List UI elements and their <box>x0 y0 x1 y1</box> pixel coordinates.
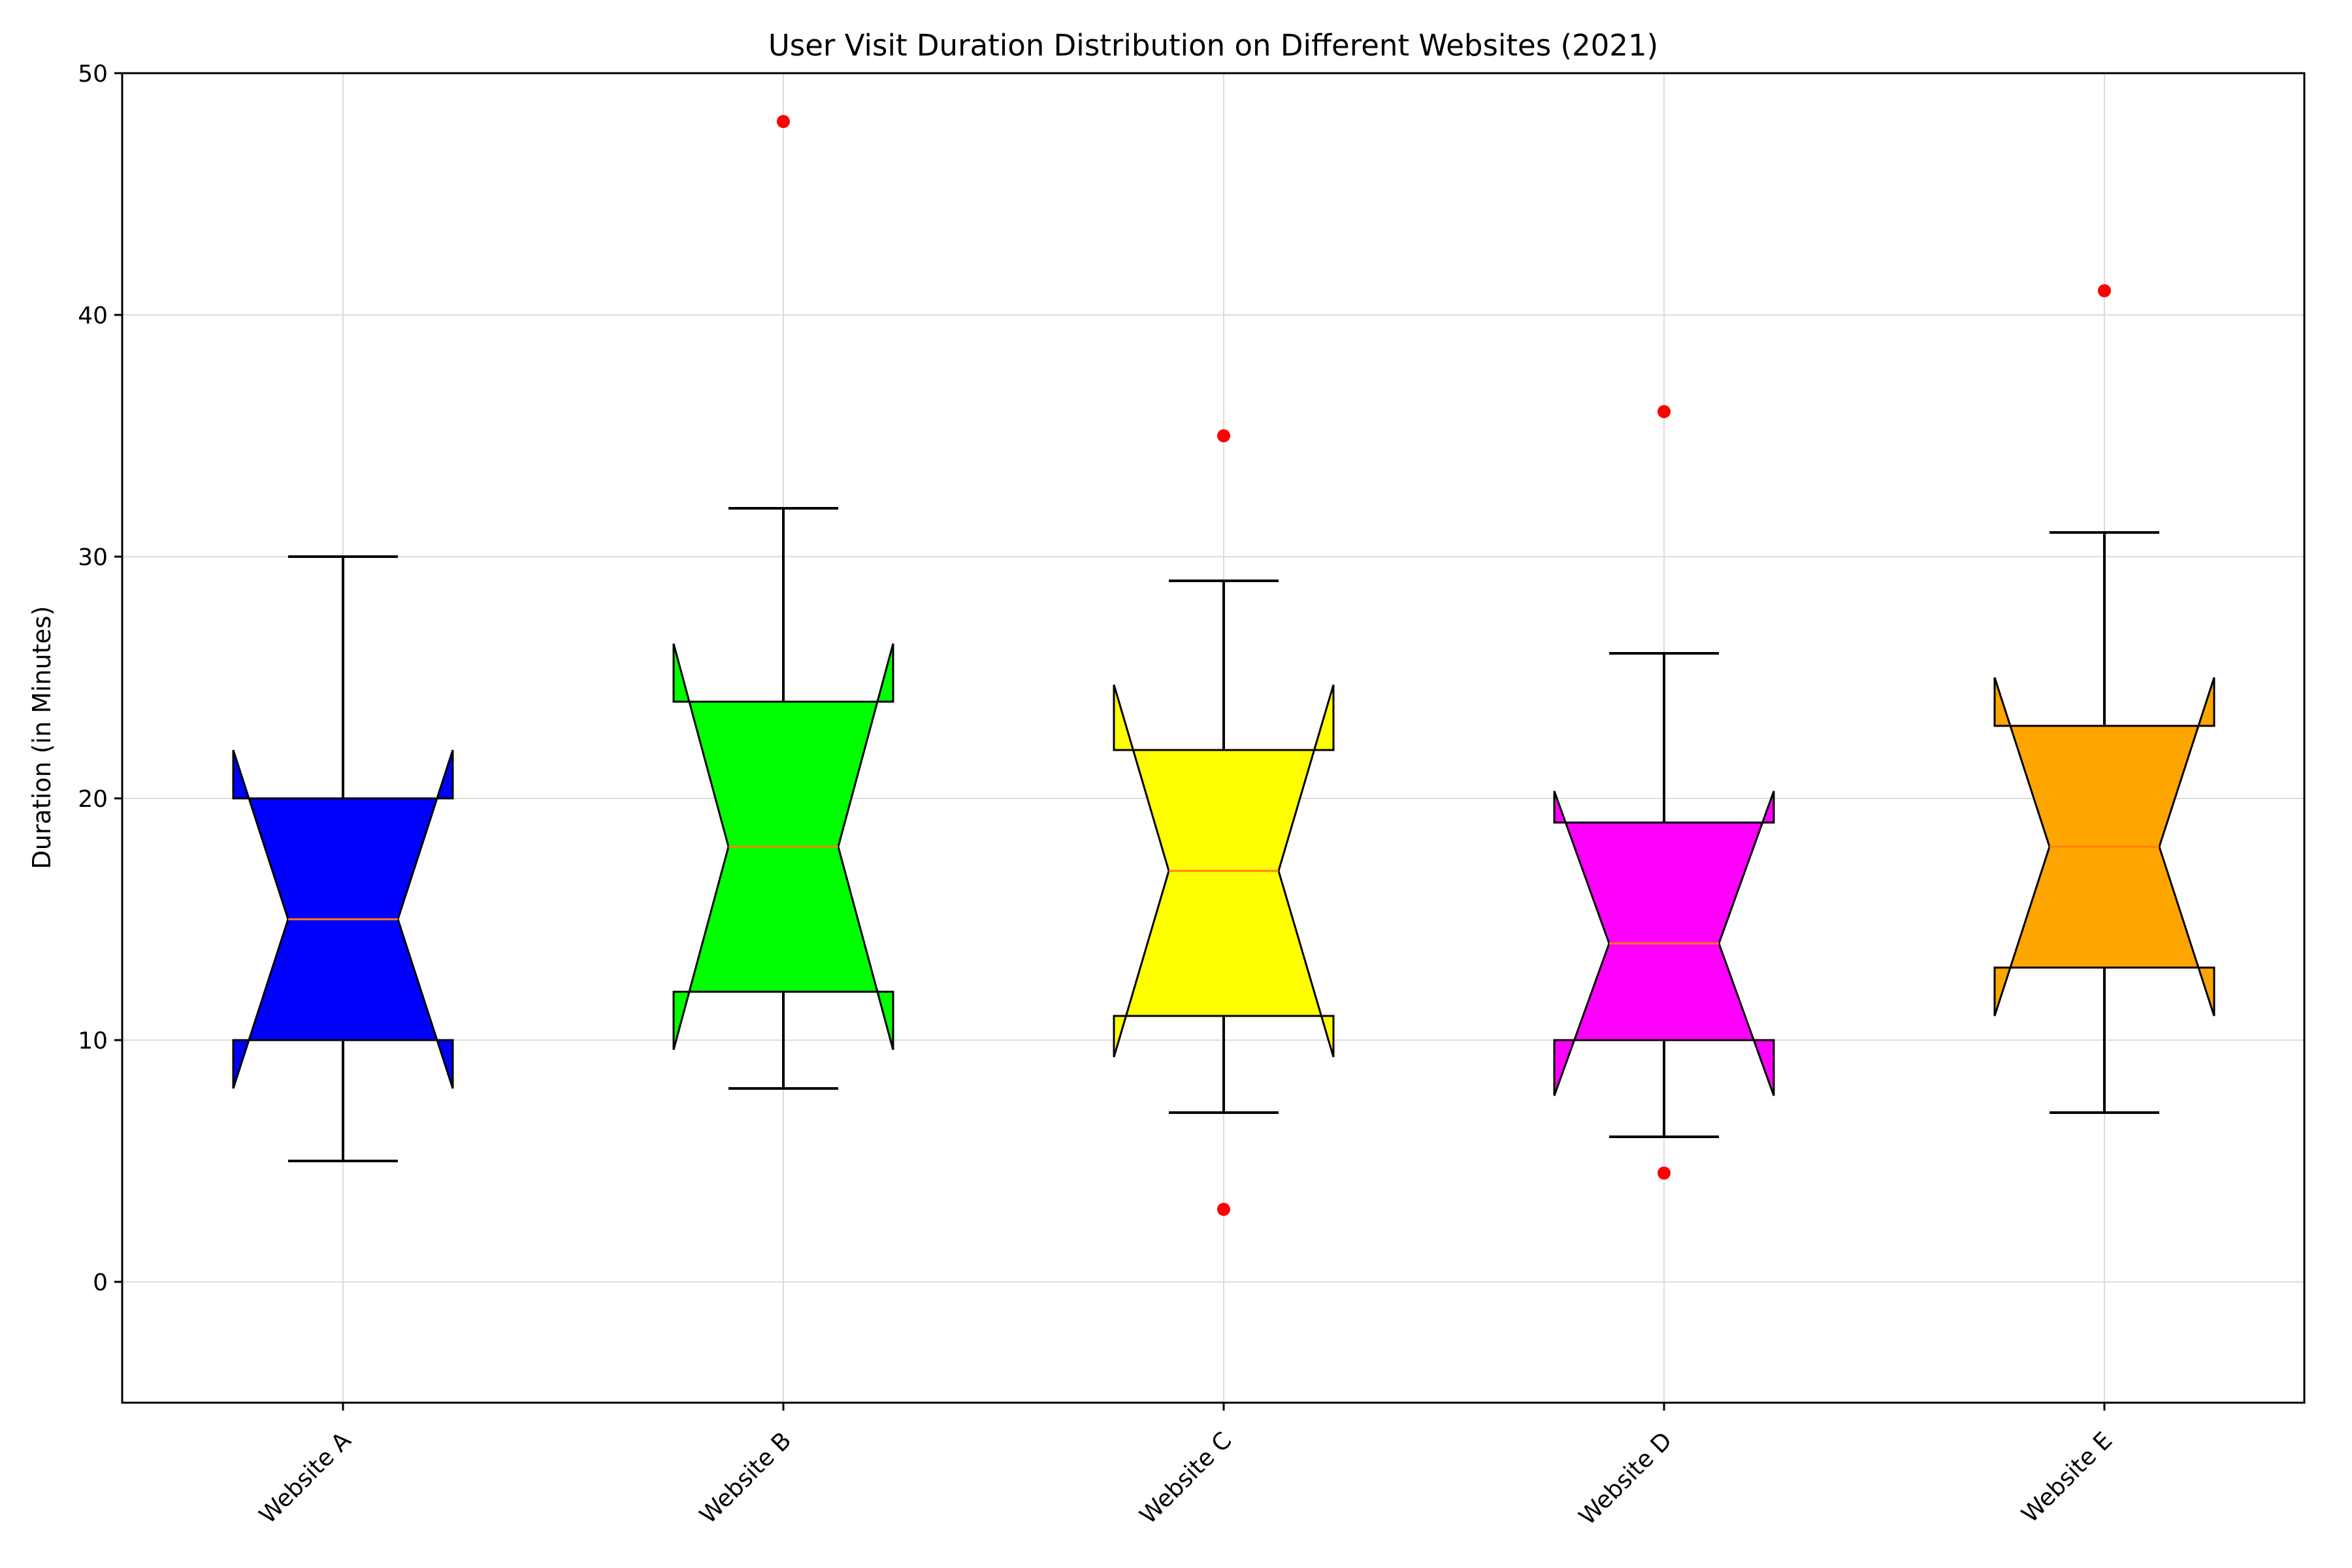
plot-frame <box>121 72 2306 1404</box>
box-4 <box>1553 405 1775 1180</box>
outlier-point <box>1217 1203 1230 1216</box>
outlier-point <box>2098 284 2111 297</box>
y-tick-label: 10 <box>78 1028 108 1054</box>
box-2 <box>672 115 894 1090</box>
box-5 <box>1993 284 2215 1114</box>
y-tick-label: 20 <box>78 786 108 813</box>
y-tick-label: 50 <box>78 61 108 88</box>
box-3 <box>1113 429 1335 1216</box>
chart-title: User Visit Duration Distribution on Diff… <box>768 28 1658 63</box>
box-plots <box>232 115 2215 1216</box>
outlier-point <box>1658 405 1671 418</box>
y-axis-label: Duration (in Minutes) <box>27 606 56 869</box>
outlier-point <box>1658 1166 1671 1180</box>
y-tick-label: 30 <box>78 544 108 571</box>
outlier-point <box>777 115 790 128</box>
box-1 <box>232 555 454 1162</box>
outlier-point <box>1217 429 1230 442</box>
y-tick-label: 0 <box>93 1269 108 1296</box>
y-tick-label: 40 <box>78 302 108 329</box>
